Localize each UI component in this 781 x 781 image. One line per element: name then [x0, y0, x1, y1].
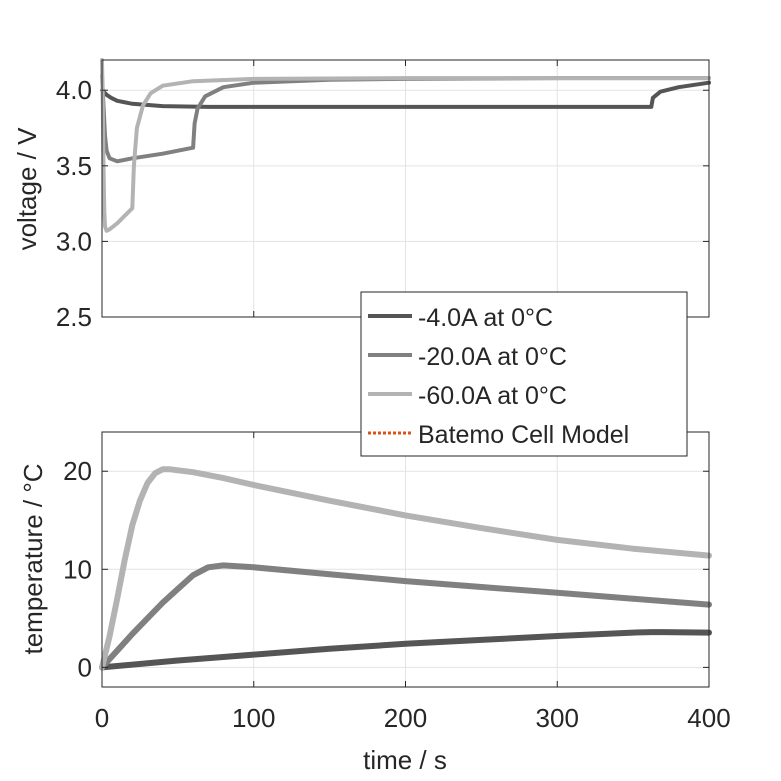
temperature-ytick-label: 20	[63, 456, 92, 486]
temperature-ylabel: temperature / °C	[18, 463, 48, 654]
temperature-series-20-0a-at-0-c	[99, 562, 712, 671]
voltage-series-4-0a-at-0-c	[100, 80, 711, 109]
temperature-xtick-label: 100	[232, 703, 275, 733]
temperature-series-4-0a-at-0-c	[99, 629, 712, 671]
temperature-xtick-label: 200	[384, 703, 427, 733]
legend-label: Batemo Cell Model	[418, 421, 629, 449]
voltage-series-60-0a-at-0-c	[100, 58, 711, 233]
temperature-xtick-label: 400	[687, 703, 730, 733]
voltage-grid	[102, 60, 709, 317]
time-xlabel: time / s	[363, 745, 447, 775]
temperature-series	[99, 466, 712, 671]
voltage-ytick-label: 3.5	[56, 151, 92, 181]
temperature-xtick-label: 300	[536, 703, 579, 733]
voltage-ylabel: voltage / V	[12, 127, 42, 251]
voltage-ticks: 2.5 3.0 3.5 4.0	[56, 60, 710, 332]
temperature-ytick-label: 10	[63, 554, 92, 584]
legend: -4.0A at 0°C -20.0A at 0°C -60.0A at 0°C Ba…	[360, 291, 688, 457]
voltage-panel: 2.5 3.0 3.5 4.0 voltage / V	[12, 58, 711, 332]
temperature-ytick-label: 0	[78, 652, 92, 682]
voltage-ytick-label: 2.5	[56, 302, 92, 332]
legend-box	[360, 291, 688, 457]
voltage-series	[100, 58, 711, 233]
temperature-series-60-0a-at-0-c	[99, 466, 712, 671]
legend-label: -4.0A at 0°C	[418, 304, 553, 332]
voltage-ytick-label: 3.0	[56, 226, 92, 256]
legend-label: -20.0A at 0°C	[418, 343, 567, 371]
legend-label: -60.0A at 0°C	[418, 382, 567, 410]
voltage-ytick-label: 4.0	[56, 75, 92, 105]
temperature-xtick-label: 0	[95, 703, 109, 733]
